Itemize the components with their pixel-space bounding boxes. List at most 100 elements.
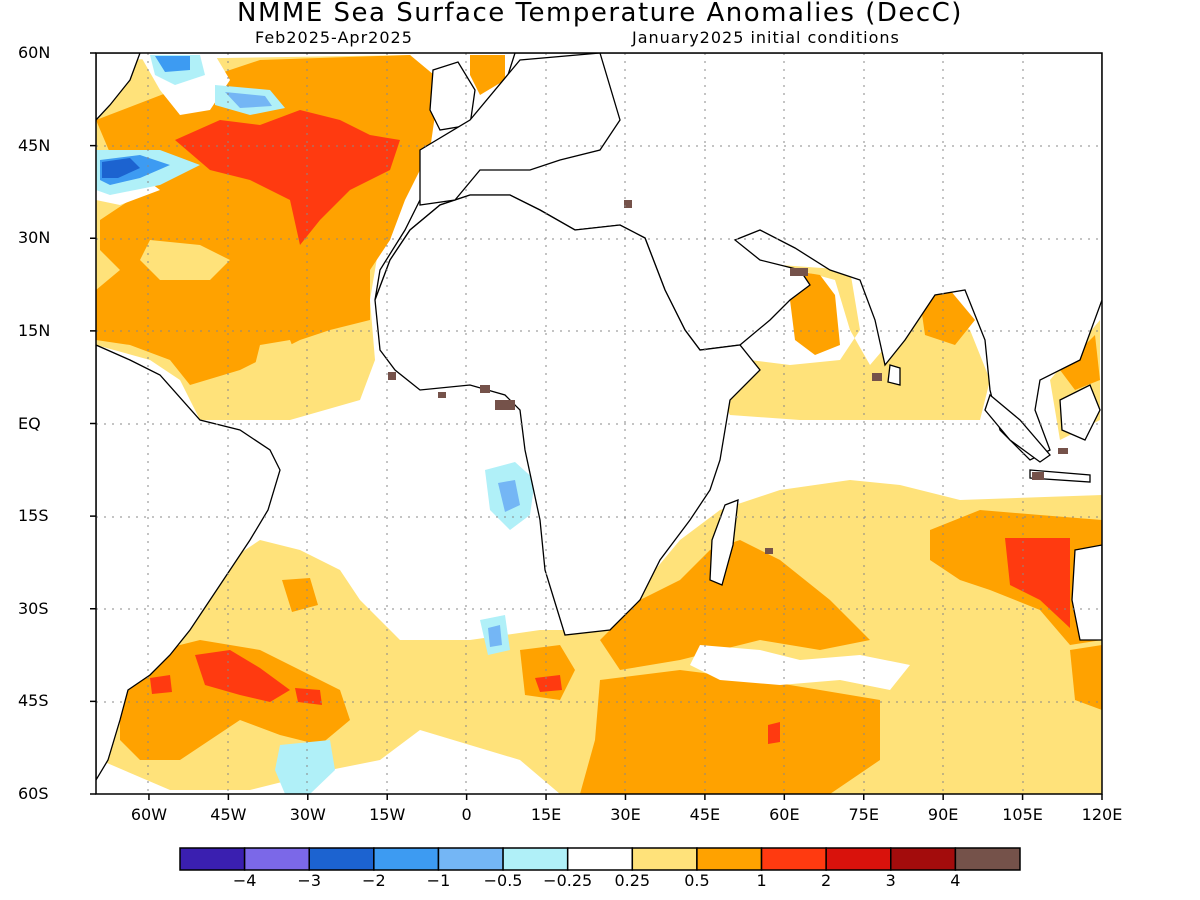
y-tick-label: 15N (18, 320, 51, 340)
anomaly-region (470, 55, 505, 95)
anomaly-dot (438, 392, 446, 398)
map-title: NMME Sea Surface Temperature Anomalies (… (237, 0, 963, 28)
y-tick-label: 30N (18, 228, 51, 248)
anomaly-dot (624, 200, 632, 208)
anomaly-dot (495, 400, 515, 410)
anomaly-region (488, 625, 502, 647)
colorbar-swatch (890, 847, 957, 871)
y-tick-label: 60N (18, 43, 51, 62)
java-island (1029, 469, 1091, 483)
anomaly-region (140, 240, 230, 280)
anomaly-shading (96, 55, 1102, 794)
colorbar-label: 0.25 (614, 871, 651, 890)
anomaly-region (150, 675, 172, 694)
sumatra-island (984, 393, 1051, 463)
axis-ticks (90, 52, 1103, 800)
iberia-europe (419, 53, 621, 206)
y-tick-label: 45S (18, 691, 49, 711)
colorbar-swatch (373, 847, 440, 871)
anomaly-dot (1032, 472, 1044, 480)
anomaly-region (155, 56, 190, 72)
anomaly-region (275, 740, 335, 794)
grid-lines (96, 53, 1102, 794)
madagascar-island (709, 499, 739, 586)
x-tick-label: 105E (1002, 805, 1043, 824)
anomaly-region (195, 650, 290, 702)
anomaly-region (282, 578, 318, 612)
x-tick-label: 30E (610, 805, 641, 824)
colorbar-swatch (243, 847, 310, 871)
x-tick-label: 45E (689, 805, 721, 824)
colorbar-swatch (502, 847, 569, 871)
borneo-island (1059, 384, 1101, 441)
x-tick-label: 90E (927, 805, 959, 824)
y-tick-label: EQ (18, 413, 41, 433)
colorbar-label: 2 (821, 871, 832, 890)
anomaly-region (225, 92, 272, 108)
colorbar-label: −0.25 (543, 871, 593, 890)
x-tick-label: 30W (289, 805, 326, 824)
anomaly-region (498, 480, 520, 512)
colorbar-label: 0.5 (684, 871, 710, 890)
british-isles (429, 61, 476, 131)
colorbar-label: −0.5 (483, 871, 523, 890)
colorbar-swatch (308, 847, 375, 871)
colorbar-label: −3 (297, 871, 322, 890)
coastlines (96, 53, 1102, 782)
europe-landmass (96, 53, 141, 121)
y-tick-label: 45N (18, 135, 51, 155)
x-tick-label: 15W (369, 805, 406, 824)
x-tick-label: 120E (1081, 805, 1123, 824)
colorbar-swatch (566, 847, 634, 871)
anomaly-region (580, 670, 880, 794)
forecast-period: Feb2025-Apr2025 (255, 28, 413, 47)
anomaly-region (1060, 335, 1100, 390)
colorbar-label: −2 (362, 871, 386, 890)
anomaly-region (102, 158, 140, 178)
colorbar-swatch (631, 847, 698, 871)
anomaly-region (1005, 538, 1070, 628)
anomaly-region (175, 110, 400, 245)
x-tick-label: 0 (461, 805, 472, 824)
colorbar-swatch (954, 847, 1021, 871)
anomaly-region (720, 265, 990, 420)
x-tick-label: 45W (210, 805, 247, 824)
anomaly-dot (872, 373, 882, 381)
anomaly-region (295, 688, 322, 705)
x-tick-label: 60E (769, 805, 800, 824)
anomaly-region (600, 540, 870, 670)
colorbar-label: −4 (232, 871, 257, 890)
sri-lanka-island (887, 364, 901, 386)
south-america-landmass (96, 344, 281, 782)
anomaly-dot (1058, 448, 1068, 454)
colorbar-label: 4 (950, 871, 961, 890)
x-tick-label: 75E (848, 805, 879, 824)
y-tick-label: 30S (18, 598, 49, 618)
anomaly-region (255, 340, 300, 380)
colorbar-label: 1 (756, 871, 767, 890)
anomaly-dot (480, 385, 490, 393)
colorbar-swatch (179, 847, 246, 871)
y-tick-label: 60S (18, 784, 49, 803)
anomaly-region (1070, 645, 1102, 710)
colorbar (179, 847, 1021, 871)
x-tick-label: 60W (130, 805, 168, 824)
extreme-anomaly-dots (388, 200, 1068, 554)
colorbar-swatch (760, 847, 827, 871)
colorbar-swatch (696, 847, 763, 871)
initial-conditions: January2025 initial conditions (632, 28, 900, 47)
anomaly-dot (790, 268, 808, 276)
anomaly-region (120, 640, 350, 760)
anomaly-dot (388, 372, 396, 380)
australia-landmass (1071, 544, 1102, 641)
y-tick-label: 15S (18, 506, 49, 526)
anomaly-region (300, 345, 335, 385)
colorbar-swatch (437, 847, 504, 871)
colorbar-label: −1 (426, 871, 451, 890)
colorbar-label: 3 (885, 871, 896, 890)
anomaly-region (768, 722, 780, 744)
x-tick-label: 15E (530, 805, 562, 824)
anomaly-region (535, 675, 562, 692)
anomaly-region (690, 645, 910, 690)
